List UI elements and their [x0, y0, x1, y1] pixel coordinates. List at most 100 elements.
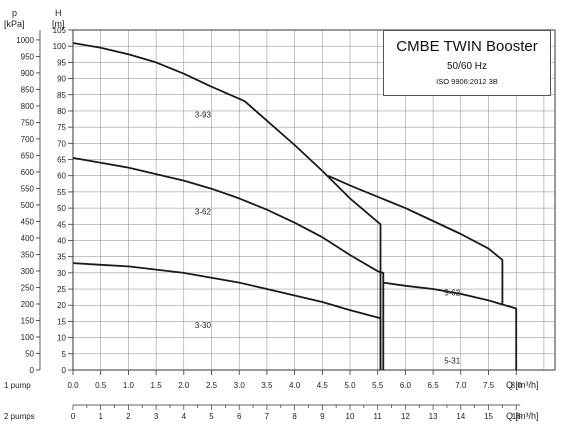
kpa-tick-label: 1000 [16, 36, 34, 45]
curve-label-3-93: 3-93 [195, 110, 212, 119]
x2-tick-label: 2 [126, 412, 131, 421]
m-unit-label: [m] [52, 19, 65, 29]
m-tick-label: 0 [62, 366, 67, 375]
x2-axis-unit-label: Q [m³/h] [506, 411, 539, 421]
m-tick-label: 30 [57, 269, 66, 278]
m-tick-label: 60 [57, 172, 66, 181]
curve-3-62 [72, 157, 385, 370]
curve-3-93 [72, 42, 382, 370]
x2-tick-label: 4 [182, 412, 187, 421]
x2-tick-label: 13 [429, 412, 438, 421]
x-tick-label: 5.0 [344, 381, 356, 390]
kpa-tick-label: 0 [30, 366, 35, 375]
m-unit-symbol: H [55, 8, 62, 18]
x-tick-label: 1.0 [123, 381, 135, 390]
x2-tick-label: 6 [237, 412, 242, 421]
m-tick-label: 95 [57, 58, 66, 67]
kpa-tick-label: 900 [21, 69, 35, 78]
x-tick-label: 1.5 [151, 381, 163, 390]
m-tick-label: 65 [57, 156, 66, 165]
x2-tick-label: 5 [209, 412, 214, 421]
kpa-tick-label: 250 [21, 283, 35, 292]
x2-tick-label: 14 [456, 412, 465, 421]
chart-standard: ISO 9906:2012 3B [436, 77, 498, 86]
x2-tick-label: 10 [346, 412, 355, 421]
curves: 3-933-623-305-625-31 [72, 42, 518, 370]
m-tick-label: 90 [57, 75, 66, 84]
kpa-unit-label: [kPa] [4, 19, 25, 29]
x-axis-unit-label: Q [m³/h] [506, 380, 539, 390]
kpa-tick-label: 700 [21, 135, 35, 144]
x-tick-label: 0.5 [95, 381, 107, 390]
x2-tick-label: 3 [154, 412, 159, 421]
kpa-tick-label: 400 [21, 234, 35, 243]
kpa-tick-label: 850 [21, 85, 35, 94]
kpa-tick-label: 600 [21, 168, 35, 177]
m-tick-label: 35 [57, 253, 66, 262]
x-axis-1pump-label: 1 pump [4, 381, 31, 390]
x-tick-label: 4.5 [317, 381, 329, 390]
x-tick-label: 3.5 [261, 381, 273, 390]
kpa-tick-label: 950 [21, 52, 35, 61]
curve-label-3-62: 3-62 [195, 208, 212, 217]
kpa-tick-label: 450 [21, 217, 35, 226]
kpa-tick-label: 50 [25, 349, 34, 358]
kpa-tick-label: 350 [21, 250, 35, 259]
x2-tick-label: 1 [98, 412, 103, 421]
m-tick-label: 75 [57, 123, 66, 132]
x2-tick-label: 9 [320, 412, 325, 421]
m-tick-label: 45 [57, 220, 66, 229]
x2-tick-label: 12 [401, 412, 410, 421]
axes: 0510152025303540455055606570758085909510… [4, 8, 539, 421]
m-tick-label: 10 [57, 334, 66, 343]
x2-tick-label: 8 [292, 412, 297, 421]
m-tick-label: 80 [57, 107, 66, 116]
x2-tick-label: 7 [265, 412, 270, 421]
m-tick-label: 25 [57, 285, 66, 294]
curve-5-31 [383, 281, 518, 370]
plot-frame [72, 29, 556, 371]
chart-subtitle: 50/60 Hz [446, 61, 488, 72]
x2-tick-label: 11 [374, 412, 383, 421]
x-tick-label: 2.0 [178, 381, 190, 390]
x2-tick-label: 0 [71, 412, 76, 421]
kpa-tick-label: 500 [21, 201, 35, 210]
x-tick-label: 0.0 [67, 381, 79, 390]
kpa-tick-label: 150 [21, 316, 35, 325]
x-tick-label: 6.0 [400, 381, 412, 390]
curve-5-62 [327, 174, 504, 304]
m-tick-label: 105 [53, 26, 67, 35]
m-tick-label: 85 [57, 91, 66, 100]
kpa-tick-label: 300 [21, 267, 35, 276]
curve-3-30 [72, 262, 382, 370]
kpa-unit-symbol: p [12, 8, 17, 18]
m-tick-label: 20 [57, 301, 66, 310]
curve-label-5-31: 5-31 [444, 357, 461, 366]
m-tick-label: 15 [57, 317, 66, 326]
x-tick-label: 2.5 [206, 381, 218, 390]
kpa-tick-label: 650 [21, 151, 35, 160]
kpa-tick-label: 100 [21, 333, 35, 342]
m-tick-label: 50 [57, 204, 66, 213]
x-tick-label: 7.0 [455, 381, 467, 390]
m-tick-label: 70 [57, 139, 66, 148]
kpa-tick-label: 200 [21, 300, 35, 309]
x-tick-label: 8.0 [511, 381, 523, 390]
m-tick-label: 55 [57, 188, 66, 197]
grid [72, 29, 556, 371]
chart-title-box: CMBE TWIN Booster 50/60 Hz ISO 9906:2012… [383, 30, 551, 96]
x-tick-label: 6.5 [428, 381, 440, 390]
kpa-tick-label: 800 [21, 102, 35, 111]
curve-label-3-30: 3-30 [195, 321, 212, 330]
kpa-tick-label: 750 [21, 118, 35, 127]
m-tick-label: 40 [57, 236, 66, 245]
kpa-tick-label: 550 [21, 184, 35, 193]
x2-tick-label: 15 [484, 412, 493, 421]
chart-title: CMBE TWIN Booster [396, 38, 538, 55]
m-tick-label: 5 [62, 350, 67, 359]
x2-tick-label: 16 [512, 412, 521, 421]
x-tick-label: 7.5 [483, 381, 495, 390]
x-tick-label: 5.5 [372, 381, 384, 390]
m-tick-label: 100 [53, 42, 67, 51]
